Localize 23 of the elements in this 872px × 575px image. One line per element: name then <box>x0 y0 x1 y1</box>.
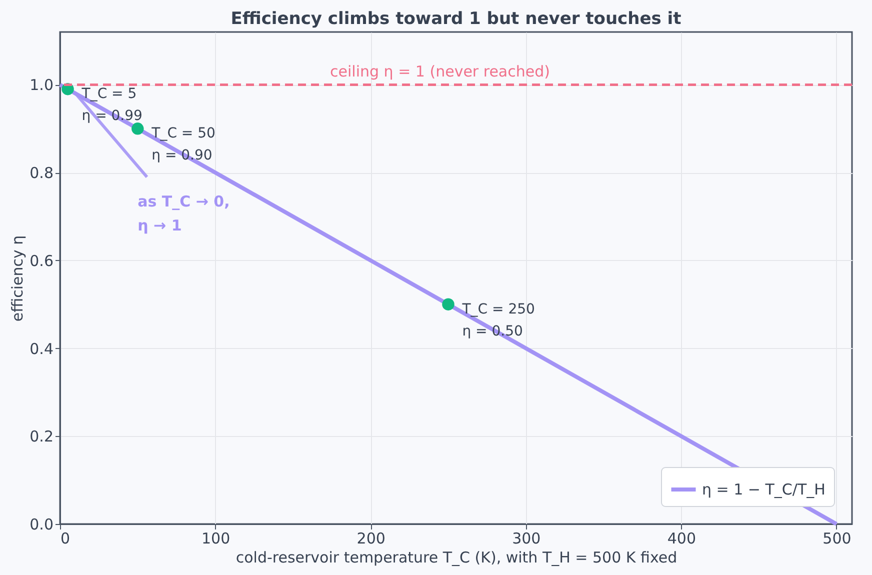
x-tick-label: 500 <box>822 530 852 548</box>
annotation: T_C = 5 η = 0.99 <box>80 86 142 124</box>
annotation: as T_C → 0, η → 1 <box>138 192 230 235</box>
x-tick-label: 300 <box>512 530 541 548</box>
y-tick-label: 0.8 <box>30 164 54 182</box>
y-tick-label: 0.6 <box>30 252 54 270</box>
point <box>442 298 454 310</box>
x-tick-label: 200 <box>356 530 386 548</box>
y-tick-label: 1.0 <box>30 76 54 94</box>
annotation: T_C = 250 η = 0.50 <box>461 301 535 340</box>
x-tick-label: 0 <box>60 530 70 548</box>
legend-label: η = 1 − T_C/T_H <box>702 480 826 498</box>
annotation: T_C = 50 η = 0.90 <box>150 126 216 164</box>
x-tick-label: 400 <box>667 530 696 548</box>
x-axis-title: cold-reservoir temperature T_C (K), with T_H = 500 K fixed <box>236 548 678 566</box>
y-tick-label: 0.2 <box>30 428 54 446</box>
y-axis-title: efficiency η <box>8 235 27 322</box>
chart-title: Efficiency climbs toward 1 but never touches it <box>230 9 682 29</box>
point <box>132 122 144 135</box>
y-tick-label: 0.0 <box>30 516 54 534</box>
y-tick-label: 0.4 <box>30 340 54 358</box>
ref-line-label: ceiling η = 1 (never reached) <box>330 62 550 81</box>
x-tick-label: 100 <box>201 530 230 548</box>
